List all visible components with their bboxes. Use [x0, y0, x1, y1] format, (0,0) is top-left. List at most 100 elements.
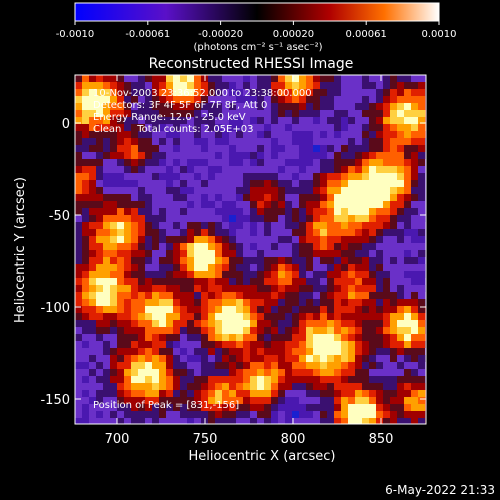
image-pixel [124, 194, 131, 201]
image-pixel [243, 306, 250, 313]
image-pixel [397, 152, 404, 159]
image-pixel [131, 138, 138, 145]
image-pixel [383, 362, 390, 369]
image-pixel [215, 173, 222, 180]
image-pixel [173, 404, 180, 411]
image-pixel [404, 278, 411, 285]
image-pixel [152, 117, 159, 124]
image-pixel [257, 376, 264, 383]
image-pixel [145, 96, 152, 103]
image-pixel [131, 152, 138, 159]
image-pixel [313, 348, 320, 355]
image-pixel [152, 222, 159, 229]
image-pixel [369, 383, 376, 390]
image-pixel [236, 271, 243, 278]
image-pixel [124, 327, 131, 334]
image-pixel [334, 418, 341, 424]
image-pixel [250, 145, 257, 152]
image-pixel [110, 369, 117, 376]
image-pixel [201, 89, 208, 96]
image-pixel [208, 159, 215, 166]
image-pixel [292, 397, 299, 404]
image-pixel [180, 397, 187, 404]
image-pixel [250, 75, 257, 82]
image-pixel [404, 166, 411, 173]
image-pixel [124, 320, 131, 327]
image-pixel [103, 215, 110, 222]
image-pixel [152, 362, 159, 369]
image-pixel [117, 166, 124, 173]
image-pixel [180, 82, 187, 89]
image-pixel [341, 341, 348, 348]
image-pixel [292, 285, 299, 292]
image-pixel [285, 236, 292, 243]
image-pixel [145, 229, 152, 236]
image-pixel [145, 292, 152, 299]
image-pixel [201, 152, 208, 159]
image-pixel [327, 222, 334, 229]
image-pixel [124, 250, 131, 257]
image-pixel [320, 250, 327, 257]
image-pixel [341, 187, 348, 194]
image-pixel [124, 89, 131, 96]
image-pixel [411, 229, 418, 236]
image-pixel [124, 131, 131, 138]
image-pixel [124, 110, 131, 117]
image-pixel [166, 299, 173, 306]
image-pixel [96, 166, 103, 173]
image-pixel [194, 103, 201, 110]
image-pixel [110, 110, 117, 117]
image-pixel [82, 369, 89, 376]
image-pixel [334, 327, 341, 334]
image-pixel [152, 404, 159, 411]
image-pixel [334, 208, 341, 215]
image-pixel [89, 208, 96, 215]
image-pixel [124, 313, 131, 320]
image-pixel [194, 82, 201, 89]
image-pixel [82, 215, 89, 222]
image-pixel [327, 194, 334, 201]
image-pixel [362, 173, 369, 180]
image-pixel [152, 271, 159, 278]
image-pixel [110, 418, 117, 424]
image-pixel [369, 376, 376, 383]
image-pixel [124, 264, 131, 271]
image-pixel [117, 82, 124, 89]
image-pixel [110, 215, 117, 222]
image-pixel [103, 376, 110, 383]
image-pixel [229, 208, 236, 215]
image-pixel [117, 201, 124, 208]
image-pixel [159, 138, 166, 145]
image-pixel [285, 299, 292, 306]
image-pixel [404, 138, 411, 145]
image-pixel [145, 348, 152, 355]
image-pixel [222, 166, 229, 173]
image-pixel [166, 313, 173, 320]
image-pixel [152, 236, 159, 243]
image-pixel [215, 264, 222, 271]
image-pixel [194, 187, 201, 194]
image-pixel [110, 103, 117, 110]
image-pixel [131, 96, 138, 103]
image-pixel [313, 250, 320, 257]
image-pixel [320, 173, 327, 180]
image-pixel [180, 124, 187, 131]
image-pixel [103, 117, 110, 124]
image-pixel [362, 369, 369, 376]
image-pixel [89, 124, 96, 131]
image-pixel [320, 138, 327, 145]
image-pixel [397, 236, 404, 243]
image-pixel [390, 320, 397, 327]
image-pixel [327, 187, 334, 194]
image-pixel [292, 404, 299, 411]
image-pixel [404, 131, 411, 138]
image-pixel [117, 138, 124, 145]
image-pixel [292, 299, 299, 306]
image-pixel [187, 341, 194, 348]
image-pixel [362, 110, 369, 117]
image-pixel [313, 159, 320, 166]
image-pixel [376, 327, 383, 334]
image-pixel [250, 257, 257, 264]
image-pixel [404, 82, 411, 89]
image-pixel [397, 180, 404, 187]
